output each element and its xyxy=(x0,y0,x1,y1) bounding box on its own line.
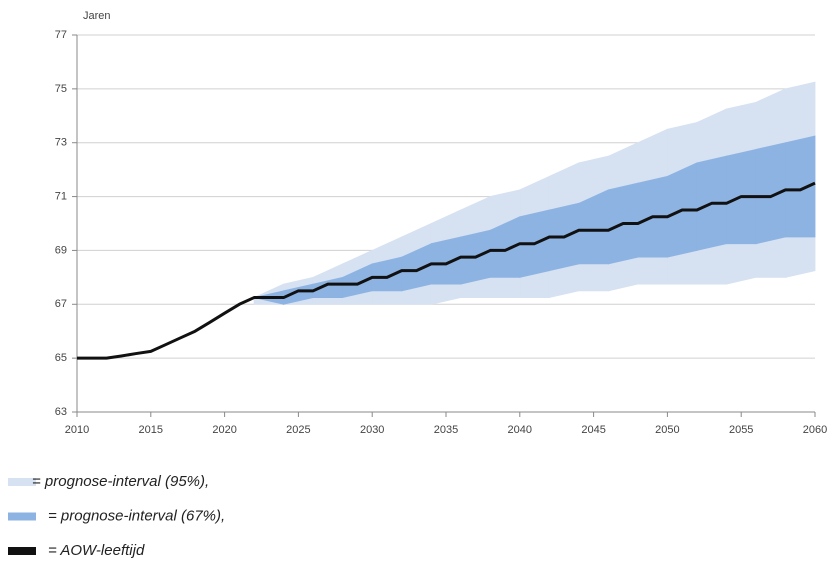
x-tick-label: 2060 xyxy=(803,424,827,436)
band-segment xyxy=(578,189,609,265)
legend-label: = prognose-interval (67%), xyxy=(48,507,225,524)
y-tick-label: 71 xyxy=(55,190,67,202)
x-tick-label: 2035 xyxy=(434,424,458,436)
band-segment xyxy=(785,135,816,238)
x-tick-label: 2050 xyxy=(655,424,679,436)
x-tick-label: 2015 xyxy=(139,424,163,436)
y-tick-label: 75 xyxy=(55,83,67,95)
legend-label: = AOW-leeftijd xyxy=(48,542,145,559)
y-tick-label: 73 xyxy=(55,137,67,149)
y-axis-label: Jaren xyxy=(83,10,111,22)
legend-label: = prognose-interval (95%), xyxy=(32,473,209,490)
x-tick-label: 2055 xyxy=(729,424,753,436)
y-tick-label: 65 xyxy=(55,352,67,364)
y-tick-label: 63 xyxy=(55,406,67,418)
x-tick-label: 2010 xyxy=(65,424,89,436)
y-tick-label: 67 xyxy=(55,298,67,310)
x-tick-label: 2045 xyxy=(581,424,605,436)
y-tick-label: 77 xyxy=(55,29,67,41)
x-tick-label: 2040 xyxy=(508,424,532,436)
line xyxy=(77,181,816,360)
x-tick-label: 2025 xyxy=(286,424,310,436)
y-tick-label: 69 xyxy=(55,244,67,256)
legend-swatch xyxy=(8,478,36,486)
legend-swatch xyxy=(8,512,36,521)
x-tick-label: 2030 xyxy=(360,424,384,436)
legend-swatch xyxy=(8,547,36,555)
x-tick-label: 2020 xyxy=(212,424,236,436)
